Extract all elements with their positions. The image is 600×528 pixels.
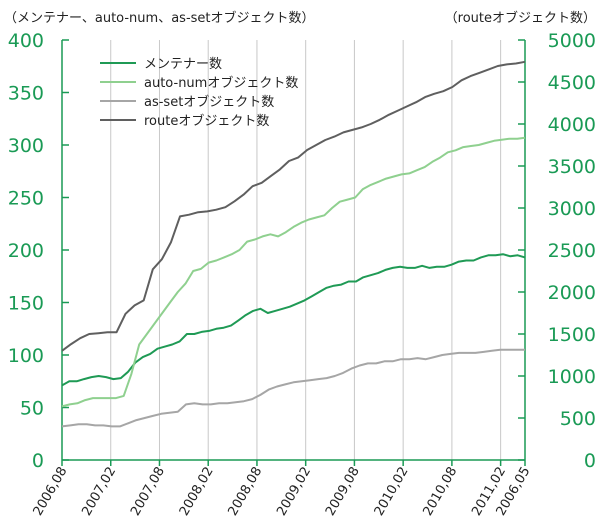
x-axis-ticks: 2006,08 2007,02 2007,08 2008,02 2008,08 2009,… xyxy=(31,460,533,519)
right-tick-label: 3000 xyxy=(548,198,596,220)
series-line-4 xyxy=(61,60,526,352)
left-tick-label: 300 xyxy=(8,135,44,157)
right-axis-ticks: 0 500 1000 1500 2000 2500 3000 3500 4000 4500 5000 xyxy=(518,30,596,472)
left-tick-label: 200 xyxy=(8,240,44,262)
x-tick-label: 2009,08 xyxy=(323,465,363,519)
series-line-2 xyxy=(61,136,526,408)
left-tick-label: 100 xyxy=(8,345,44,367)
right-tick-label: 2000 xyxy=(548,282,596,304)
right-tick-label: 1000 xyxy=(548,366,596,388)
right-tick-label: 4500 xyxy=(548,72,596,94)
legend-label: as-setオブジェクト数 xyxy=(144,94,274,110)
left-axis-unit-label: （メンテナー、auto-num、as-setオブジェクト数） xyxy=(4,10,315,26)
x-tick-label: 2006,08 xyxy=(31,465,71,519)
legend-label: メンテナー数 xyxy=(144,57,222,72)
right-tick-label: 1500 xyxy=(548,324,596,346)
series-lines xyxy=(61,60,526,428)
right-tick-label: 500 xyxy=(560,408,596,430)
x-tick-label: 2007,08 xyxy=(128,465,168,519)
right-tick-label: 2500 xyxy=(548,240,596,262)
left-tick-label: 400 xyxy=(8,30,44,52)
series-line-3 xyxy=(61,348,525,428)
right-tick-label: 5000 xyxy=(548,30,596,52)
series-line-1 xyxy=(61,253,526,387)
legend-label: routeオブジェクト数 xyxy=(144,113,269,129)
left-tick-label: 350 xyxy=(8,83,44,105)
right-axis-unit-label: （routeオブジェクト数） xyxy=(445,10,596,26)
left-axis-ticks: 0 50 100 150 200 250 300 350 400 xyxy=(8,30,69,472)
left-tick-label: 150 xyxy=(8,293,44,315)
x-tick-label: 2008,08 xyxy=(226,465,266,519)
left-tick-label: 250 xyxy=(8,188,44,210)
x-tick-label: 2010,08 xyxy=(420,465,460,519)
x-tick-label: 2007,02 xyxy=(79,465,119,519)
left-tick-label: 0 xyxy=(32,450,44,472)
grid-lines xyxy=(61,40,526,460)
right-tick-label: 4000 xyxy=(548,114,596,136)
right-tick-label: 3500 xyxy=(548,156,596,178)
x-tick-label: 2008,02 xyxy=(177,465,217,519)
x-tick-label: 2009,02 xyxy=(274,465,314,519)
left-tick-label: 50 xyxy=(20,398,44,420)
right-tick-label: 0 xyxy=(584,450,596,472)
axes xyxy=(61,40,526,461)
legend: メンテナー数 auto-numオブジェクト数 as-setオブジェクト数 routeオ… xyxy=(100,57,298,129)
legend-label: auto-numオブジェクト数 xyxy=(144,75,298,91)
x-tick-label: 2010,02 xyxy=(372,465,412,519)
